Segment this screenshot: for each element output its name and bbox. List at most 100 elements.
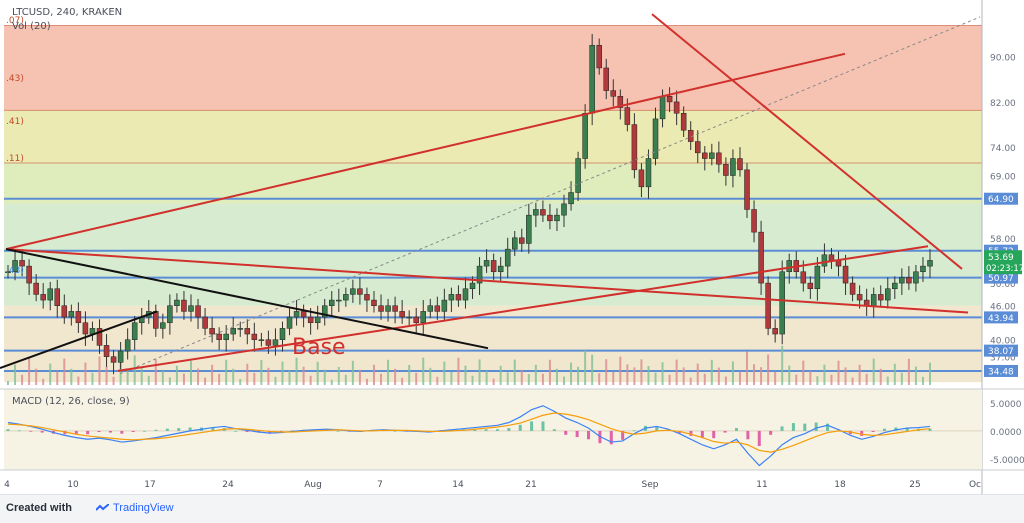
candle-body (343, 294, 349, 301)
macd-histogram-bar (587, 430, 591, 440)
volume-bar (63, 358, 66, 385)
volume-bar (197, 368, 200, 385)
time-tick-label: 11 (756, 480, 767, 490)
volume-bar (351, 360, 354, 385)
price-tick-label: 46.00 (990, 303, 1016, 313)
volume-bar (788, 365, 791, 385)
candle-body (378, 305, 384, 312)
volume-bar (577, 366, 580, 385)
volume-bar (499, 365, 502, 385)
candle-body (892, 282, 898, 289)
price-tick-label: 58.00 (990, 235, 1016, 245)
macd-histogram-bar (734, 428, 738, 431)
volume-bar (605, 359, 608, 385)
volume-bar (415, 372, 418, 385)
candle-body (209, 328, 215, 335)
volume-bar (612, 371, 615, 385)
candle-body (406, 316, 412, 319)
volume-bar (464, 365, 467, 385)
macd-histogram-bar (177, 428, 181, 431)
volume-bar (591, 354, 594, 385)
candle-body (399, 311, 405, 318)
volume-bar (774, 371, 777, 385)
volume-bar (654, 372, 657, 385)
macd-histogram-bar (154, 429, 158, 431)
candle-body (814, 265, 821, 289)
candle-body (307, 316, 314, 323)
volume-bar (696, 363, 699, 385)
candle-body (603, 67, 609, 91)
macd-histogram-bar (507, 428, 511, 431)
volume-bar (49, 363, 52, 385)
volume-bar (232, 368, 235, 385)
volume-bar (168, 377, 171, 385)
price-tick-label: 90.00 (990, 54, 1016, 64)
volume-bar (211, 364, 214, 385)
macd-tick-label: 0.0000 (990, 428, 1022, 438)
volume-bar (450, 371, 453, 385)
candle-body (800, 271, 807, 284)
candle-body (329, 299, 335, 306)
candle-body (716, 152, 722, 165)
candle-body (251, 333, 258, 340)
volume-bar (91, 372, 94, 385)
fib-ratio-label: .43) (6, 74, 24, 84)
candle-body (103, 345, 110, 357)
macd-histogram-bar (97, 430, 101, 433)
candle-body (744, 169, 750, 210)
time-tick-label: Sep (642, 480, 659, 490)
volume-bar (358, 369, 361, 385)
black-downtrend-line (5, 248, 489, 350)
volume-bar (204, 377, 207, 385)
macd-histogram-bar (74, 430, 78, 435)
macd-histogram-bar (473, 429, 477, 431)
candle-body (181, 299, 187, 312)
volume-bar (246, 363, 249, 385)
candle-body (47, 288, 53, 301)
volume-bar (492, 378, 495, 385)
volume-bar (710, 359, 713, 385)
volume-bar (865, 373, 868, 385)
macd-histogram-bar (860, 430, 864, 436)
volume-bar (570, 362, 573, 385)
candle-body (12, 260, 18, 273)
volume-bar (879, 368, 882, 385)
volume-bar (520, 369, 523, 385)
candle-body (723, 163, 729, 176)
volume-bar (682, 367, 685, 385)
candle-body (279, 328, 286, 340)
candle-body (758, 231, 764, 284)
volume-bar (267, 367, 270, 385)
macd-histogram-bar (757, 430, 761, 446)
candle-body (476, 265, 483, 284)
macd-histogram-bar (86, 430, 90, 435)
macd-histogram-bar (188, 427, 192, 431)
volume-bar (534, 364, 537, 385)
macd-histogram-bar (746, 430, 750, 440)
volume-bar (394, 368, 397, 385)
volume-bar (893, 363, 896, 385)
candle-body (75, 311, 82, 323)
time-tick-label: Oc (969, 480, 981, 490)
time-tick-label: 21 (525, 480, 536, 490)
candle-body (293, 311, 300, 318)
candle-body (772, 328, 778, 335)
volume-bar (380, 373, 383, 385)
volume-bar (337, 367, 340, 385)
candle-body (427, 305, 434, 312)
dashed-trend-line (119, 16, 981, 375)
candle-body (807, 282, 814, 289)
volume-bar (436, 376, 439, 385)
candle-body (927, 260, 933, 267)
volume-bar (274, 376, 277, 385)
tradingview-link[interactable]: TradingView (113, 502, 174, 514)
candle-body (877, 294, 884, 301)
volume-bar (921, 376, 924, 385)
level-tag-label: 64.90 (988, 195, 1014, 205)
volume-bar (288, 370, 291, 385)
macd-histogram-bar (245, 430, 249, 433)
volume-bar (154, 359, 157, 385)
volume-bar (661, 362, 664, 385)
candle-body (702, 152, 708, 159)
tradingview-logo-icon[interactable] (96, 504, 109, 512)
